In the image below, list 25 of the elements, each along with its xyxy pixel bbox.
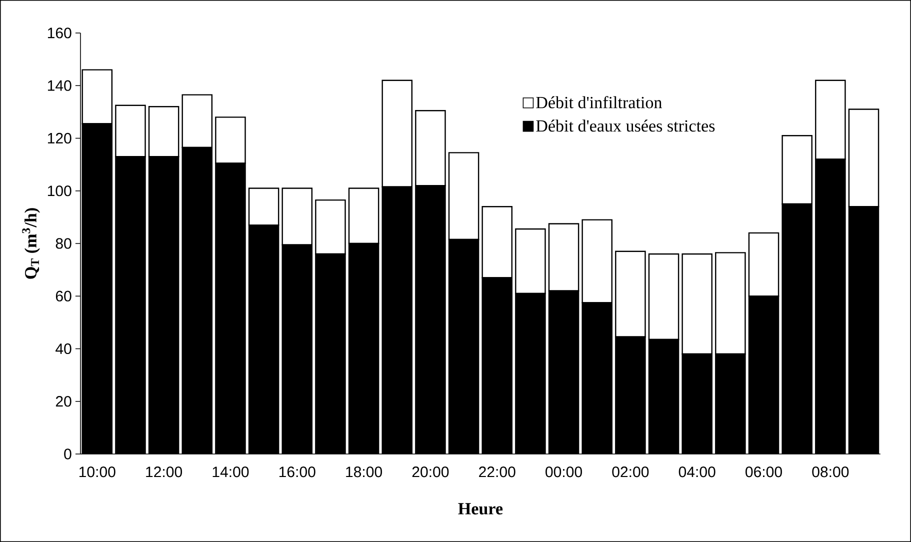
y-tick-label: 120 [48, 132, 72, 144]
y-tick-label: 20 [56, 396, 72, 407]
x-tick-label: 10:00 [79, 466, 116, 478]
x-tick-label: 00:00 [546, 466, 582, 478]
x-tick-label: 20:00 [412, 466, 449, 478]
legend-label: Débit d'infiltration [536, 96, 662, 108]
y-axis-title: Q$_{T}$ (m$^{3}$/h) [22, 208, 40, 279]
x-tick-label: 18:00 [346, 466, 382, 478]
x-tick-label: 06:00 [746, 466, 782, 478]
x-axis-title: Heure [458, 503, 503, 514]
legend-label: Débit d'eaux usées strictes [536, 120, 715, 132]
y-tick-label: 60 [56, 290, 72, 302]
y-tick-label: 140 [48, 80, 72, 91]
x-tick-label: 08:00 [812, 466, 849, 478]
x-tick-label: 14:00 [212, 466, 249, 478]
x-tick-label: 12:00 [146, 466, 182, 478]
y-tick-label: 100 [48, 185, 72, 196]
y-tick-label: 160 [48, 28, 72, 38]
x-tick-label: 16:00 [279, 466, 316, 478]
x-tick-label: 04:00 [678, 466, 716, 478]
x-tick-label: 02:00 [612, 466, 649, 478]
x-tick-label: 22:00 [479, 466, 516, 478]
y-tick-label: 0 [64, 448, 72, 460]
y-tick-label: 40 [56, 343, 72, 354]
y-tick-label: 80 [56, 238, 72, 249]
